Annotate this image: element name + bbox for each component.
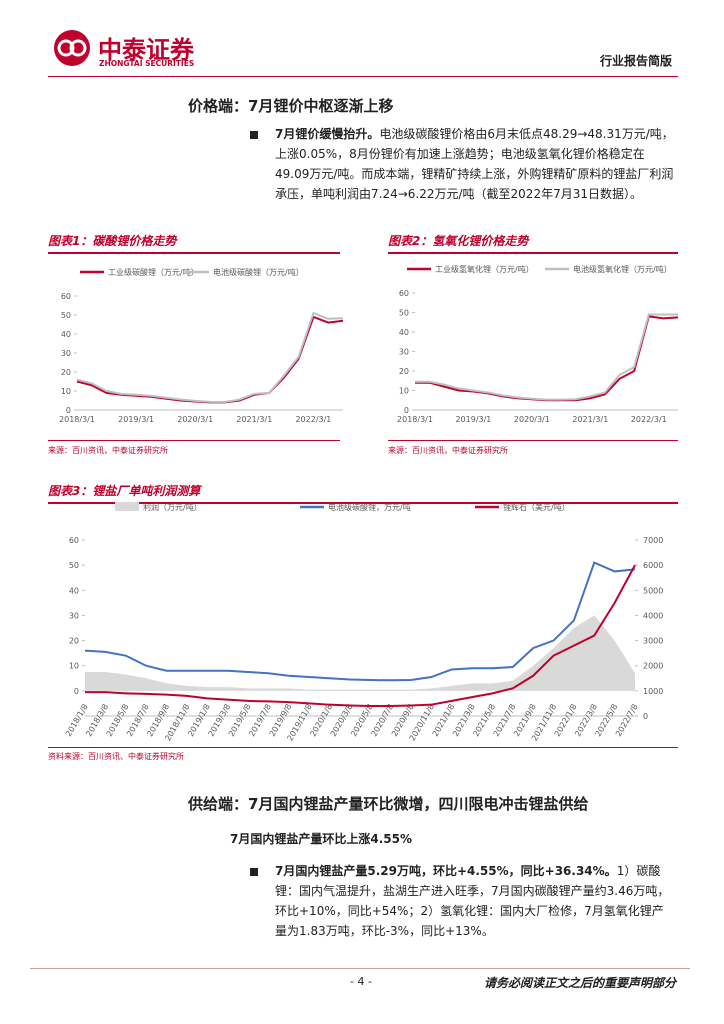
- y-tick-label: 40: [399, 328, 409, 337]
- rule: [388, 440, 678, 441]
- rule: [48, 747, 678, 748]
- lead: 7月国内锂盐产量5.29万吨，环比+4.55%，同比+36.34%。: [275, 864, 617, 878]
- x-tick-label: 2020/3/1: [177, 415, 213, 424]
- line: [415, 313, 678, 401]
- legend-label: 锂辉石（美元/吨）: [503, 502, 570, 512]
- chart: 0 10 20 30 40 50 60 0 1000 2000 3000 4000 5000 6000 70…: [64, 502, 663, 743]
- y2-tick-label: 1000: [643, 687, 663, 696]
- y-tick-label: 30: [399, 348, 409, 357]
- y2-tick-label: 0: [643, 712, 648, 721]
- chart: 0 10 20 30 40 50 60 2018/3/1 2019/3/1 2020/3/1 202…: [59, 267, 344, 424]
- heading: 价格端：7月锂价中枢逐渐上移: [188, 97, 394, 115]
- legend-label: 电池级碳酸锂，万元/吨: [328, 502, 411, 512]
- legend-label: 利润（万元/吨）: [143, 502, 202, 512]
- figure-caption: 图表3：锂盐厂单吨利润测算: [48, 482, 678, 504]
- y-tick-label: 10: [399, 387, 409, 396]
- y-tick-label: 60: [399, 289, 409, 298]
- bullet: [250, 868, 258, 876]
- x-tick-label: 2018/3/1: [397, 415, 433, 424]
- heading: 供给端：7月国内锂盐产量环比微增，四川限电冲击锂盐供给: [188, 795, 589, 813]
- y-tick-label: 60: [61, 292, 71, 301]
- footer-rule: [30, 968, 690, 969]
- y-tick-label: 20: [69, 637, 79, 646]
- y-tick-label: 20: [399, 367, 409, 376]
- y2-tick-label: 3000: [643, 637, 663, 646]
- disclaimer: 请务必阅读正文之后的重要声明部分: [483, 976, 676, 990]
- paragraph: 7月锂价缓慢抬升。电池级碳酸锂价格由6月末低点48.29→48.31万元/吨，上…: [275, 124, 675, 204]
- company-en: ZHONGTAI SECURITIES: [99, 59, 195, 68]
- legend-label: 工业级碳酸锂（万元/吨）: [108, 267, 199, 277]
- source: 来源：百川资讯，中泰证券研究所: [48, 446, 168, 455]
- subheading: 7月国内锂盐产量环比上涨4.55%: [230, 832, 412, 846]
- source: 资料来源：百川资讯、中泰证券研究所: [48, 752, 184, 761]
- legend-label: 电池级碳酸锂（万元/吨）: [213, 267, 304, 277]
- y2-tick-label: 6000: [643, 561, 663, 570]
- y-tick-label: 0: [404, 406, 409, 415]
- x-tick-label: 2020/3/1: [514, 415, 550, 424]
- y-tick-label: 20: [61, 368, 71, 377]
- x-tick-label: 2022/3/1: [295, 415, 331, 424]
- y-tick-label: 40: [69, 586, 79, 595]
- paragraph: 7月国内锂盐产量5.29万吨，环比+4.55%，同比+36.34%。1）碳酸锂：…: [275, 861, 675, 941]
- figure-caption: 图表2：氢氧化锂价格走势: [388, 232, 678, 254]
- header-rule: [48, 76, 678, 77]
- bullet: [250, 131, 258, 139]
- report-type: 行业报告简版: [599, 54, 672, 68]
- legend-label: 电池级氢氧化锂（万元/吨）: [573, 264, 672, 274]
- y-tick-label: 30: [61, 349, 71, 358]
- x-tick-label: 2022/3/1: [631, 415, 667, 424]
- text: 1）碳酸锂：国内气温提升，盐湖生产进入旺季，7月国内碳酸锂产量约3.46万吨，环…: [275, 864, 670, 938]
- y2-tick-label: 7000: [643, 536, 663, 545]
- lead: 7月锂价缓慢抬升。: [275, 127, 380, 141]
- x-tick-label: 2021/3/1: [236, 415, 272, 424]
- line: [76, 315, 344, 404]
- y-tick-label: 40: [61, 330, 71, 339]
- x-tick-label: 2019/3/1: [118, 415, 154, 424]
- y2-tick-label: 2000: [643, 662, 663, 671]
- figure-caption: 图表1：碳酸锂价格走势: [48, 232, 340, 254]
- x-tick-label: 2021/3/1: [572, 415, 608, 424]
- rule: [48, 440, 340, 441]
- y-tick-label: 60: [69, 536, 79, 545]
- logo: [54, 30, 90, 66]
- y-tick-label: 50: [69, 561, 79, 570]
- y-tick-label: 10: [69, 662, 79, 671]
- area: [85, 615, 635, 691]
- y-tick-label: 0: [66, 406, 71, 415]
- line: [76, 311, 344, 404]
- source: 来源：百川资讯，中泰证券研究所: [388, 446, 508, 455]
- company: 中泰证券: [98, 36, 194, 64]
- text: 电池级碳酸锂价格由6月末低点48.29→48.31万元/吨，上涨0.05%，8月…: [275, 127, 674, 201]
- line: [85, 564, 636, 707]
- y2-tick-label: 4000: [643, 611, 663, 620]
- y-tick-label: 50: [61, 311, 71, 320]
- page-number: - 4 -: [350, 975, 372, 988]
- legend-swatch: [115, 502, 139, 511]
- x-tick-label: 2019/3/1: [455, 415, 491, 424]
- y2-tick-label: 5000: [643, 586, 663, 595]
- y-tick-label: 0: [74, 687, 79, 696]
- x-tick-label: 2018/3/1: [59, 415, 95, 424]
- legend-label: 工业级氢氧化锂（万元/吨）: [435, 264, 534, 274]
- y-tick-label: 10: [61, 387, 71, 396]
- chart: 0 10 20 30 40 50 60 2018/3/1 2019/3/1 2020/3/1 202…: [397, 264, 679, 424]
- line: [84, 561, 636, 682]
- y-tick-label: 50: [399, 309, 409, 318]
- y-tick-label: 30: [69, 611, 79, 620]
